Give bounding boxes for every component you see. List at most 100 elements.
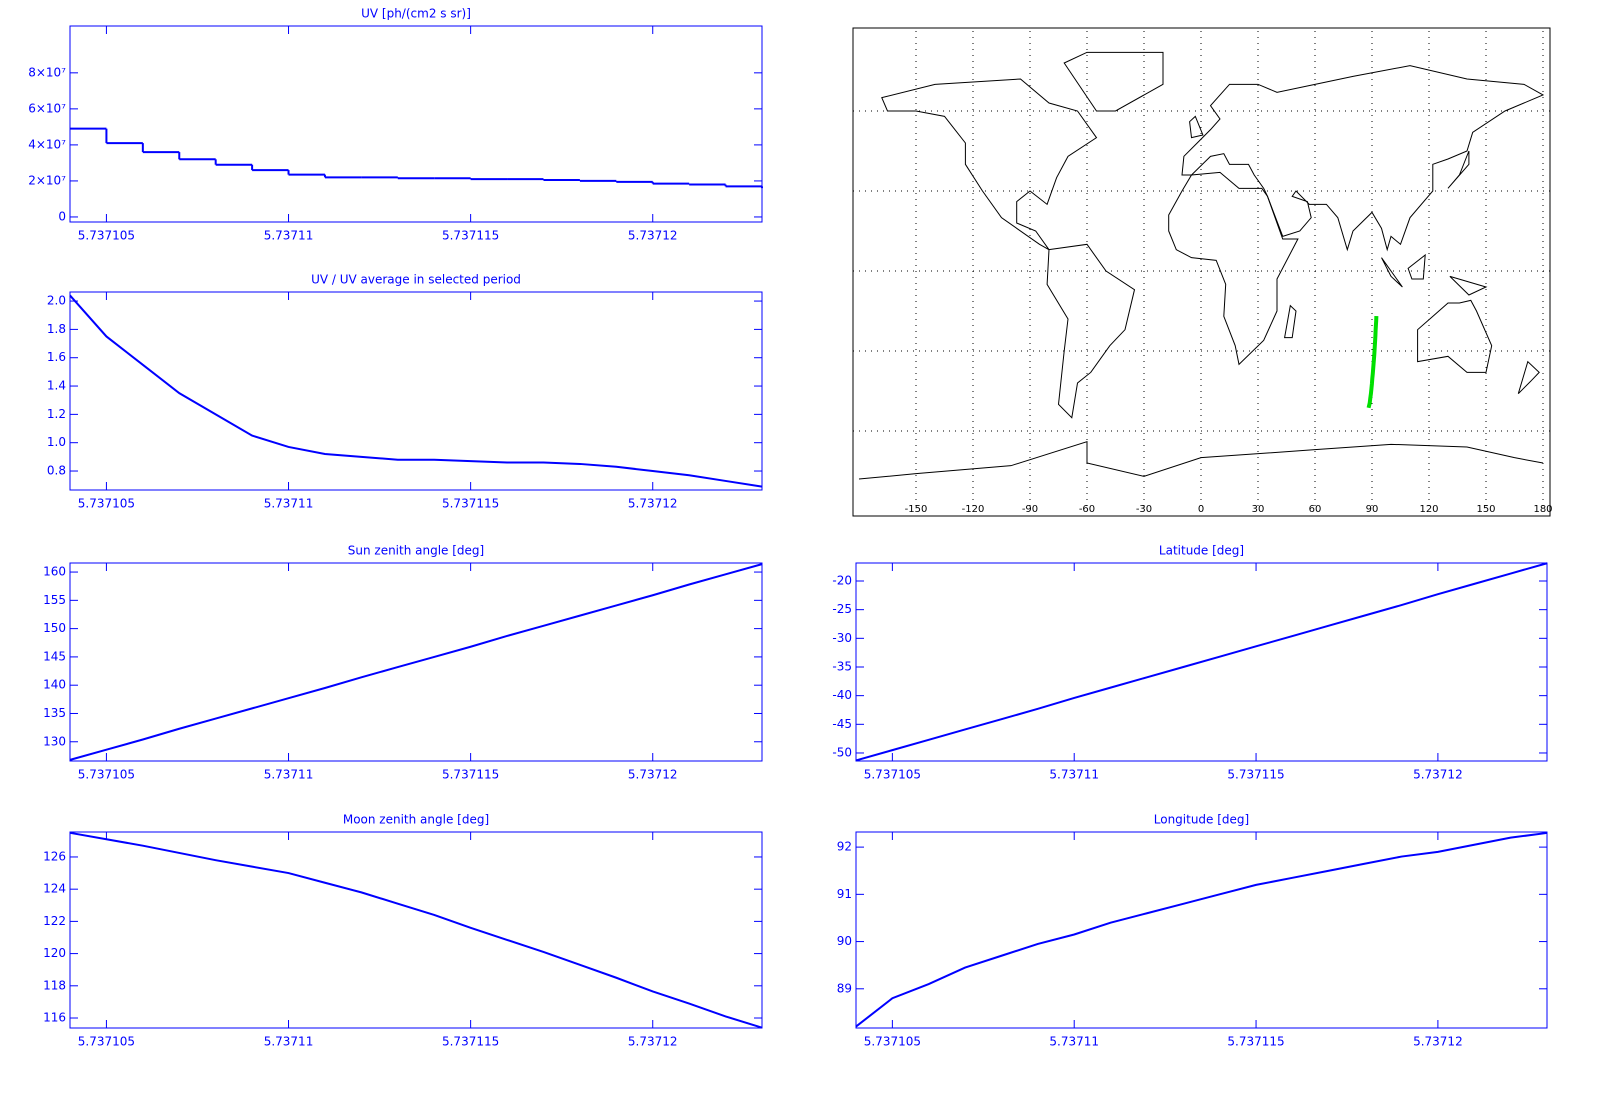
map: -150 -120 -90 -60 -30 0 30 60 90 120 150 180 xyxy=(853,31,1553,515)
x-tick-label: 5.737115 xyxy=(442,1035,499,1049)
y-tick-label: 1.8 xyxy=(47,322,66,336)
x-tick-label: 5.73712 xyxy=(1413,768,1463,782)
x-tick-label: 5.737105 xyxy=(78,229,135,243)
chart-title: Longitude [deg] xyxy=(1154,813,1249,827)
x-tick-label: 5.737105 xyxy=(78,497,135,511)
y-tick-label: -40 xyxy=(832,688,852,702)
x-tick-label: 5.737115 xyxy=(442,229,499,243)
y-tick-label: 130 xyxy=(43,734,66,748)
y-tick-label: -20 xyxy=(832,574,852,588)
x-tick-label: 30 xyxy=(1252,504,1265,515)
y-tick-label: 122 xyxy=(43,914,66,928)
coastline xyxy=(1182,66,1543,250)
y-tick-label: 2×10⁷ xyxy=(28,173,66,187)
y-tick-label: 4×10⁷ xyxy=(28,137,66,151)
x-tick-label: 5.73712 xyxy=(628,768,678,782)
x-tick-label: 60 xyxy=(1309,504,1322,515)
coastline xyxy=(859,442,1543,479)
x-tick-label: 5.73711 xyxy=(264,497,314,511)
y-tick-label: 116 xyxy=(43,1011,66,1025)
data-line xyxy=(69,831,763,1029)
data-line xyxy=(855,562,1548,762)
x-tick-label: 5.73711 xyxy=(1049,768,1099,782)
y-tick-label: 118 xyxy=(43,978,66,992)
x-tick-label: 5.737115 xyxy=(1227,1035,1284,1049)
plot-frame xyxy=(69,25,763,223)
y-tick-label: -30 xyxy=(832,631,852,645)
y-tick-label: -45 xyxy=(832,717,852,731)
y-tick-label: 91 xyxy=(837,887,852,901)
chart-title: UV [ph/(cm2 s sr)] xyxy=(361,7,471,21)
chart-title: UV / UV average in selected period xyxy=(311,273,521,287)
y-tick-label: 8×10⁷ xyxy=(28,65,66,79)
x-tick-label: 150 xyxy=(1476,504,1495,515)
y-tick-label: 126 xyxy=(43,849,66,863)
x-tick-label: 5.73711 xyxy=(264,1035,314,1049)
y-tick-label: 90 xyxy=(837,934,852,948)
data-line xyxy=(69,563,763,761)
x-tick-label: -30 xyxy=(1136,504,1152,515)
y-tick-label: 1.0 xyxy=(47,435,66,449)
coastlines xyxy=(859,52,1543,479)
x-tick-label: 5.737105 xyxy=(864,768,921,782)
chart-title: Latitude [deg] xyxy=(1159,544,1244,558)
x-tick-label: 5.737115 xyxy=(442,768,499,782)
y-tick-label: 2.0 xyxy=(47,294,66,308)
plot-frame xyxy=(855,562,1548,762)
plot-frame xyxy=(69,562,763,762)
coastline xyxy=(1169,172,1298,364)
y-tick-label: 124 xyxy=(43,882,66,896)
x-tick-label: 5.737105 xyxy=(78,1035,135,1049)
x-tick-label: -60 xyxy=(1079,504,1095,515)
y-tick-label: 6×10⁷ xyxy=(28,101,66,115)
y-tick-label: -35 xyxy=(832,659,852,673)
y-tick-label: 140 xyxy=(43,678,66,692)
y-tick-label: 155 xyxy=(43,593,66,607)
chart-title: Sun zenith angle [deg] xyxy=(348,544,484,558)
x-tick-label: 5.73711 xyxy=(264,768,314,782)
x-tick-label: -90 xyxy=(1022,504,1038,515)
y-tick-label: 160 xyxy=(43,565,66,579)
y-tick-label: 1.4 xyxy=(47,379,66,393)
plot-frame xyxy=(69,831,763,1029)
x-tick-label: 5.73712 xyxy=(628,497,678,511)
y-tick-label: 1.6 xyxy=(47,350,66,364)
x-tick-label: 90 xyxy=(1366,504,1379,515)
x-tick-label: 5.73711 xyxy=(264,229,314,243)
y-tick-label: -50 xyxy=(832,745,852,759)
ground-track xyxy=(1366,315,1379,409)
y-tick-label: 120 xyxy=(43,946,66,960)
y-tick-label: 145 xyxy=(43,649,66,663)
coastline xyxy=(1047,244,1134,417)
coastline xyxy=(1064,52,1163,111)
y-tick-label: 0.8 xyxy=(47,464,66,478)
y-tick-label: 135 xyxy=(43,706,66,720)
data-line xyxy=(855,831,1548,1028)
x-tick-label: -120 xyxy=(962,504,985,515)
chart-title: Moon zenith angle [deg] xyxy=(343,813,489,827)
x-tick-label: 5.737105 xyxy=(78,768,135,782)
y-tick-label: 1.2 xyxy=(47,407,66,421)
x-tick-label: 5.737105 xyxy=(864,1035,921,1049)
y-tick-label: 92 xyxy=(837,840,852,854)
x-tick-label: 5.737115 xyxy=(442,497,499,511)
x-tick-label: 120 xyxy=(1419,504,1438,515)
x-tick-label: 5.73712 xyxy=(628,1035,678,1049)
data-line xyxy=(69,294,763,488)
x-tick-label: 180 xyxy=(1533,504,1552,515)
y-tick-label: 150 xyxy=(43,621,66,635)
x-tick-label: -150 xyxy=(905,504,928,515)
y-tick-label: 89 xyxy=(837,981,852,995)
plot-frame xyxy=(69,291,763,491)
y-tick-label: -25 xyxy=(832,602,852,616)
y-tick-label: 0 xyxy=(58,209,66,223)
x-tick-label: 5.73712 xyxy=(628,229,678,243)
x-tick-label: 5.737115 xyxy=(1227,768,1284,782)
x-tick-label: 5.73711 xyxy=(1049,1035,1099,1049)
coastline xyxy=(882,79,1097,250)
plot-frame xyxy=(855,831,1548,1029)
coastline xyxy=(1190,116,1540,393)
x-tick-label: 5.73712 xyxy=(1413,1035,1463,1049)
